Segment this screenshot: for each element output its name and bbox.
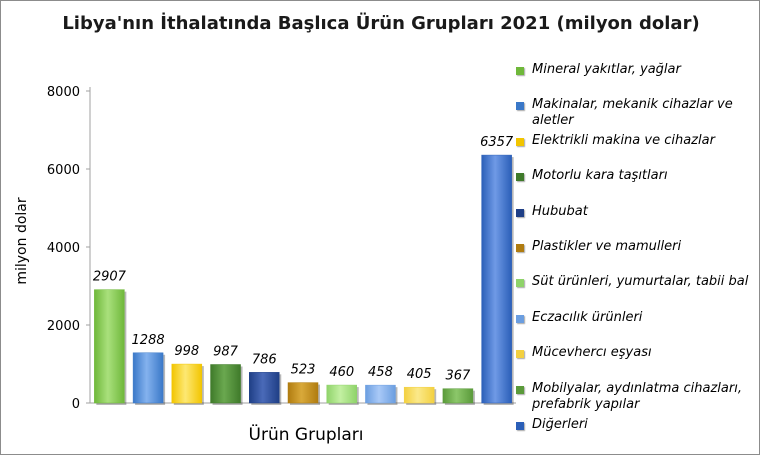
legend-swatch [516,315,524,323]
y-tick-label: 6000 [47,163,80,178]
legend-item: Plastikler ve mamulleri [516,239,759,255]
data-label: 786 [252,352,277,367]
legend-swatch [516,102,524,110]
bar [442,388,474,404]
legend-swatch [516,209,524,217]
data-label: 2907 [93,270,127,285]
legend-swatch [516,67,524,75]
legend-item: Diğerleri [516,417,759,433]
data-label: 405 [407,367,432,382]
data-label: 460 [329,365,354,380]
bar [365,384,396,404]
data-label: 1288 [132,333,165,348]
legend-item: Mobilyalar, aydınlatma cihazları, prefab… [516,381,759,413]
bar [326,384,357,404]
legend-item: Mücevhercı eşyası [516,345,759,361]
legend-label: Mineral yakıtlar, yağlar [532,62,681,77]
data-label: 998 [174,344,199,359]
bar [403,386,435,404]
bar [171,363,203,404]
y-tick-label: 0 [72,397,80,412]
legend-item: Eczacılık ürünleri [516,310,759,326]
legend-item: Süt ürünleri, yumurtalar, tabii bal [516,274,759,290]
y-tick-label: 2000 [47,319,80,334]
legend-label: Plastikler ve mamulleri [532,239,682,254]
legend-label: Makinalar, mekanik cihazlar ve aletler [532,97,733,128]
data-label: 987 [213,345,239,360]
legend: Mineral yakıtlar, yağlar Makinalar, mekan… [516,1,759,454]
legend-swatch [516,244,524,252]
legend-item: Hububat [516,204,759,220]
legend-label: Elektrikli makina ve cihazlar [532,133,715,148]
legend-label: Eczacılık ürünleri [532,310,643,325]
legend-item: Elektrikli makina ve cihazlar [516,133,759,149]
legend-swatch [516,279,524,287]
data-label: 367 [445,369,471,384]
chart-title: Libya'nın İthalatında Başlıca Ürün Grupl… [62,13,700,34]
bar [481,154,512,404]
y-tick-label: 8000 [47,85,80,100]
data-label: 523 [291,363,316,378]
legend-swatch [516,422,524,430]
bar [249,372,280,404]
legend-item: Mineral yakıtlar, yağlar [516,62,759,78]
legend-label: Mobilyalar, aydınlatma cihazları, prefab… [532,381,742,412]
bar [132,352,164,404]
legend-label: Mücevhercı eşyası [532,345,652,360]
data-label: 458 [368,365,393,380]
legend-label: Diğerleri [532,417,588,432]
legend-label: Süt ürünleri, yumurtalar, tabii bal [532,274,749,289]
y-tick-label: 4000 [47,241,80,256]
bar [287,382,319,404]
bar [210,364,241,404]
legend-label: Hububat [532,204,588,219]
legend-swatch [516,350,524,358]
x-axis-label: Ürün Grupları [248,425,364,445]
legend-swatch [516,173,524,181]
legend-swatch [516,386,524,394]
legend-item: Makinalar, mekanik cihazlar ve aletler [516,97,759,129]
data-label: 6357 [480,135,514,150]
bar [94,289,125,404]
legend-item: Motorlu kara taşıtları [516,168,759,184]
legend-swatch [516,138,524,146]
legend-label: Motorlu kara taşıtları [532,168,668,183]
